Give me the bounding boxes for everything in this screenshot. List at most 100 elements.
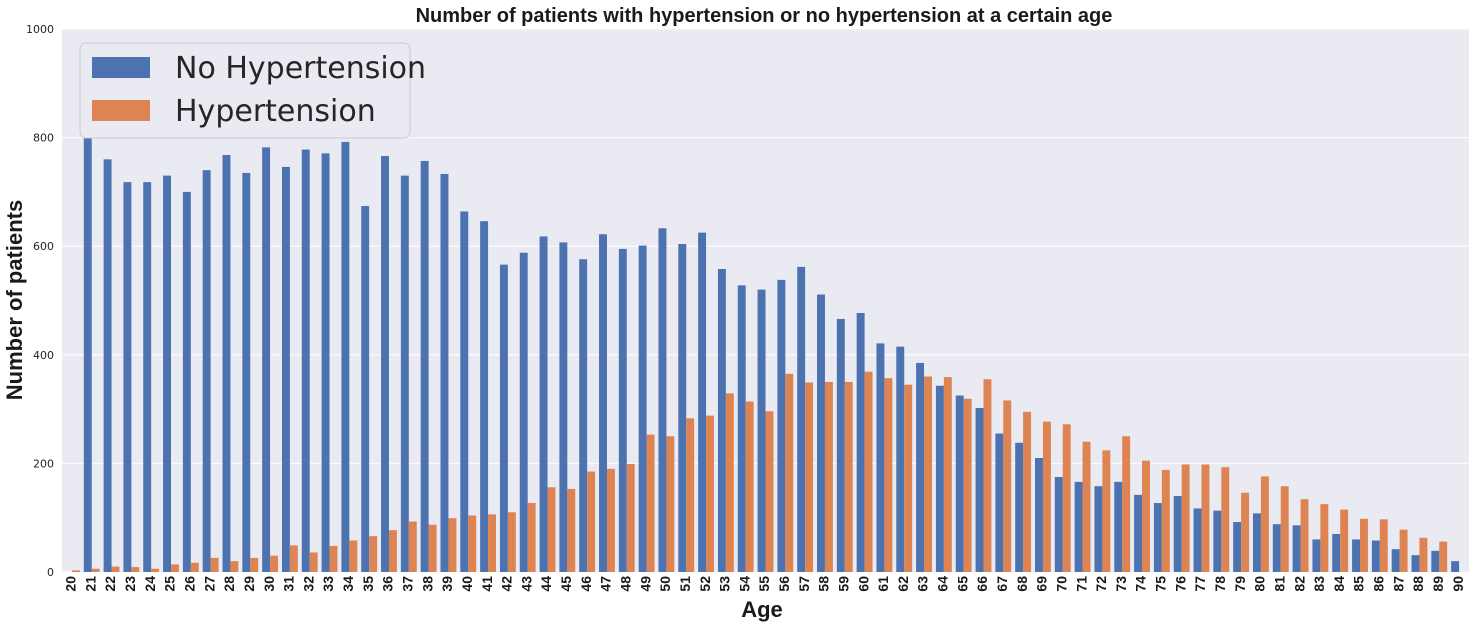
bar-no-hypertension-age-38 [420, 160, 429, 572]
bar-no-hypertension-age-85 [1352, 539, 1361, 572]
bar-no-hypertension-age-28 [222, 154, 231, 573]
bar-hypertension-age-29 [250, 557, 259, 572]
bar-hypertension-age-75 [1161, 469, 1170, 572]
bar-hypertension-age-72 [1102, 450, 1111, 572]
x-tick-label: 64 [935, 576, 951, 592]
bar-hypertension-age-59 [844, 381, 853, 572]
bar-hypertension-age-22 [111, 566, 120, 572]
x-axis-ticks: 20 21 22 23 24 25 26 27 28 29 30 31 32 33 34 35 36 37 38 39… [63, 576, 1466, 592]
bar-no-hypertension-age-78 [1213, 510, 1222, 572]
bar-hypertension-age-61 [884, 378, 893, 572]
x-tick-label: 39 [439, 576, 455, 592]
bar-hypertension-age-57 [805, 382, 814, 572]
bar-no-hypertension-age-37 [400, 175, 409, 573]
bar-no-hypertension-age-72 [1094, 486, 1103, 572]
bar-hypertension-age-43 [527, 503, 536, 572]
bar-hypertension-age-20 [71, 570, 80, 572]
bar-hypertension-age-39 [448, 518, 457, 572]
bar-hypertension-age-46 [587, 471, 596, 572]
x-tick-label: 58 [816, 576, 832, 592]
bar-no-hypertension-age-84 [1332, 533, 1341, 572]
bar-hypertension-age-54 [745, 401, 754, 572]
x-tick-label: 25 [162, 576, 178, 592]
y-tick-label: 800 [33, 132, 54, 145]
bar-hypertension-age-40 [468, 515, 477, 572]
bar-no-hypertension-age-62 [896, 346, 905, 572]
x-tick-label: 73 [1113, 576, 1129, 592]
bar-hypertension-age-80 [1260, 476, 1269, 572]
bar-hypertension-age-56 [785, 373, 794, 572]
x-tick-label: 86 [1371, 576, 1387, 592]
bar-hypertension-age-41 [488, 514, 496, 572]
bar-hypertension-age-30 [270, 555, 279, 572]
bar-no-hypertension-age-46 [579, 259, 588, 572]
bar-no-hypertension-age-49 [638, 245, 647, 572]
bar-hypertension-age-52 [706, 415, 714, 572]
bar-hypertension-age-70 [1062, 424, 1071, 572]
x-tick-label: 44 [538, 576, 554, 592]
bar-no-hypertension-age-41 [480, 221, 489, 572]
bar-hypertension-age-31 [289, 545, 298, 572]
bar-no-hypertension-age-39 [440, 173, 449, 573]
y-axis-label: Number of patients [2, 200, 27, 400]
bar-no-hypertension-age-52 [698, 232, 707, 573]
bar-hypertension-age-34 [349, 540, 358, 572]
bar-hypertension-age-37 [408, 521, 417, 572]
bar-hypertension-age-71 [1082, 441, 1091, 572]
x-tick-label: 48 [617, 576, 633, 592]
x-tick-label: 21 [82, 576, 98, 592]
x-tick-label: 32 [300, 576, 316, 592]
bar-no-hypertension-age-60 [856, 312, 865, 572]
bar-hypertension-age-60 [864, 371, 873, 572]
x-tick-label: 40 [459, 576, 475, 592]
bar-hypertension-age-89 [1439, 541, 1448, 572]
x-tick-label: 56 [776, 576, 792, 592]
bar-hypertension-age-50 [666, 436, 675, 572]
x-tick-label: 24 [142, 576, 158, 592]
bar-no-hypertension-age-50 [658, 228, 667, 572]
x-tick-label: 60 [855, 576, 871, 592]
bar-hypertension-age-47 [606, 468, 615, 572]
bar-no-hypertension-age-33 [321, 153, 330, 572]
bar-no-hypertension-age-31 [281, 166, 290, 573]
x-tick-label: 83 [1311, 576, 1327, 592]
bar-no-hypertension-age-63 [916, 362, 925, 572]
x-tick-label: 88 [1410, 576, 1426, 592]
x-tick-label: 51 [677, 576, 693, 592]
x-tick-label: 22 [102, 576, 118, 592]
bar-no-hypertension-age-44 [539, 236, 548, 572]
bar-hypertension-age-67 [1003, 400, 1012, 572]
bar-hypertension-age-82 [1300, 499, 1309, 572]
x-tick-label: 26 [182, 576, 198, 592]
x-tick-label: 77 [1192, 576, 1208, 592]
bar-hypertension-age-24 [151, 568, 160, 572]
x-tick-label: 66 [974, 576, 990, 592]
x-tick-label: 35 [360, 576, 376, 592]
bar-hypertension-age-38 [428, 524, 437, 572]
bar-no-hypertension-age-79 [1233, 522, 1242, 572]
x-tick-label: 30 [261, 576, 277, 592]
bar-no-hypertension-age-68 [1015, 442, 1024, 572]
bar-no-hypertension-age-70 [1054, 476, 1063, 572]
bar-no-hypertension-age-64 [935, 385, 944, 572]
bar-hypertension-age-35 [369, 536, 378, 572]
bar-no-hypertension-age-24 [143, 182, 152, 572]
bar-no-hypertension-age-48 [618, 248, 627, 573]
bar-hypertension-age-26 [190, 562, 199, 572]
bar-hypertension-age-51 [686, 418, 695, 572]
bar-no-hypertension-age-56 [777, 279, 786, 572]
bar-hypertension-age-69 [1042, 421, 1051, 572]
y-tick-label: 400 [33, 349, 54, 362]
bar-no-hypertension-age-82 [1292, 525, 1301, 572]
legend-label-no-hypertension: No Hypertension [175, 51, 426, 86]
x-tick-label: 34 [340, 576, 356, 592]
x-tick-label: 75 [1153, 576, 1169, 592]
bar-hypertension-age-53 [725, 393, 734, 572]
x-tick-label: 85 [1351, 576, 1367, 592]
bar-no-hypertension-age-22 [103, 159, 112, 572]
x-tick-label: 28 [221, 576, 237, 592]
bar-hypertension-age-25 [170, 564, 179, 572]
bar-hypertension-age-42 [507, 512, 516, 572]
bar-hypertension-age-33 [329, 545, 338, 572]
